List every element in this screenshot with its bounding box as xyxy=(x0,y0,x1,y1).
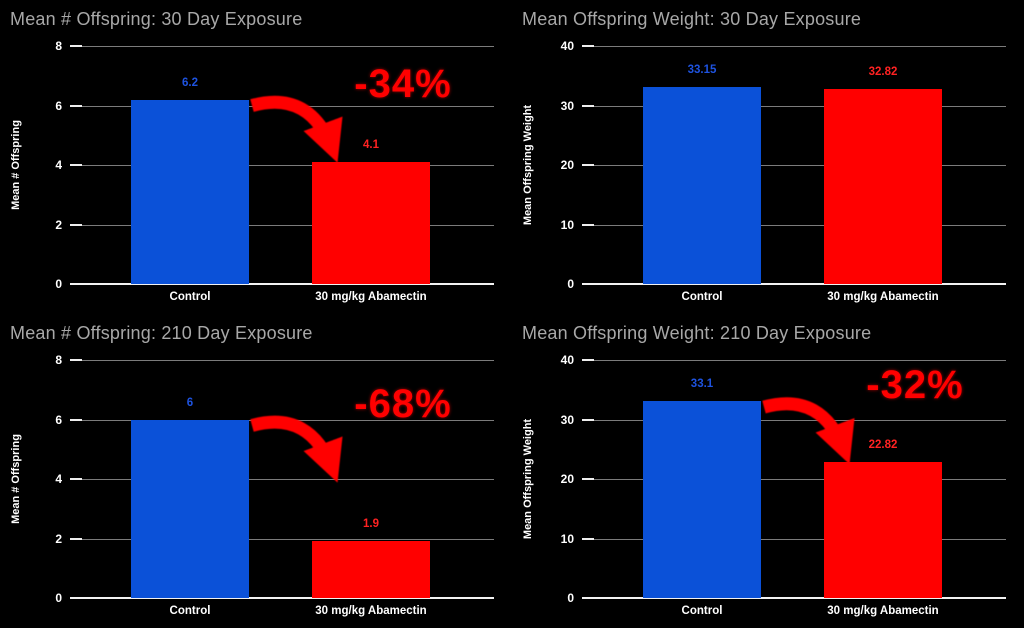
y-tick-label: 0 xyxy=(55,277,62,291)
y-tick-mark xyxy=(582,164,594,166)
y-tick-mark xyxy=(70,164,82,166)
gridline xyxy=(70,479,494,480)
y-tick-mark xyxy=(582,478,594,480)
y-tick-label: 8 xyxy=(55,353,62,367)
y-tick-label: 4 xyxy=(55,472,62,486)
y-tick-label: 0 xyxy=(55,591,62,605)
bar-value-label: 33.15 xyxy=(687,64,717,76)
chart-title: Mean # Offspring: 210 Day Exposure xyxy=(10,323,313,343)
y-tick-mark xyxy=(70,105,82,107)
x-axis-line xyxy=(582,597,1006,599)
y-tick-mark xyxy=(582,105,594,107)
y-tick-label: 20 xyxy=(560,158,574,172)
y-tick-label: 30 xyxy=(560,99,574,113)
gridline xyxy=(582,479,1006,480)
y-tick-label: 0 xyxy=(567,591,574,605)
gridline xyxy=(582,539,1006,540)
gridline xyxy=(70,225,494,226)
x-category-label: Control xyxy=(169,605,211,617)
y-tick-label: 8 xyxy=(55,39,62,53)
decrease-arrow-icon xyxy=(762,397,855,465)
bar-value-label: 22.82 xyxy=(868,439,898,451)
bar-control xyxy=(131,100,249,284)
x-category-label: Control xyxy=(681,605,723,617)
gridline xyxy=(70,46,494,47)
gridline xyxy=(582,106,1006,107)
chart-offspring-weight-30day: Mean Offspring Weight: 30 Day Exposure Me… xyxy=(512,0,1024,314)
decrease-arrow-icon xyxy=(250,415,343,483)
x-category-label: 30 mg/kg Abamectin xyxy=(827,605,939,617)
y-tick-label: 4 xyxy=(55,158,62,172)
y-tick-mark xyxy=(70,419,82,421)
percent-change-label: -34% xyxy=(354,61,452,106)
x-category-label: 30 mg/kg Abamectin xyxy=(827,291,939,303)
x-category-label: Control xyxy=(169,291,211,303)
y-tick-mark xyxy=(70,359,82,361)
x-category-label: Control xyxy=(681,291,723,303)
gridline xyxy=(582,225,1006,226)
decrease-arrow-icon xyxy=(250,95,343,163)
gridline xyxy=(582,46,1006,47)
gridline xyxy=(582,420,1006,421)
y-tick-mark xyxy=(70,45,82,47)
x-axis-line xyxy=(70,597,494,599)
bar-treatment xyxy=(312,162,430,284)
bar-value-label: 4.1 xyxy=(363,139,379,151)
x-axis-line xyxy=(582,283,1006,285)
y-tick-label: 2 xyxy=(55,218,62,232)
chart-title: Mean # Offspring: 30 Day Exposure xyxy=(10,9,303,29)
y-tick-label: 10 xyxy=(560,218,574,232)
y-tick-label: 10 xyxy=(560,532,574,546)
gridline xyxy=(70,360,494,361)
chart-offspring-weight-210day: Mean Offspring Weight: 210 Day Exposure M… xyxy=(512,314,1024,628)
bar-value-label: 33.1 xyxy=(690,378,714,390)
x-axis-line xyxy=(70,283,494,285)
y-tick-mark xyxy=(582,419,594,421)
y-tick-label: 40 xyxy=(560,39,574,53)
y-tick-label: 2 xyxy=(55,532,62,546)
y-tick-mark xyxy=(582,538,594,540)
chart-mean-offspring-30day: Mean # Offspring: 30 Day Exposure Mean # … xyxy=(0,0,512,314)
y-tick-mark xyxy=(582,224,594,226)
bar-control xyxy=(643,87,761,284)
bar-treatment xyxy=(824,89,942,284)
bar-control xyxy=(131,420,249,598)
chart-title: Mean Offspring Weight: 30 Day Exposure xyxy=(522,9,862,29)
y-tick-mark xyxy=(582,45,594,47)
chart-mean-offspring-210day: Mean # Offspring: 210 Day Exposure Mean #… xyxy=(0,314,512,628)
gridline xyxy=(582,165,1006,166)
y-tick-label: 6 xyxy=(55,99,62,113)
percent-change-label: -68% xyxy=(354,381,452,426)
y-tick-mark xyxy=(70,538,82,540)
bar-value-label: 6 xyxy=(186,397,194,409)
y-tick-mark xyxy=(70,478,82,480)
y-tick-mark xyxy=(70,224,82,226)
bar-value-label: 1.9 xyxy=(363,518,379,530)
y-tick-label: 6 xyxy=(55,413,62,427)
gridline xyxy=(70,539,494,540)
y-tick-mark xyxy=(582,359,594,361)
y-tick-label: 40 xyxy=(560,353,574,367)
chart-title: Mean Offspring Weight: 210 Day Exposure xyxy=(522,323,872,343)
bar-treatment xyxy=(824,462,942,598)
y-tick-label: 30 xyxy=(560,413,574,427)
x-category-label: 30 mg/kg Abamectin xyxy=(315,291,427,303)
gridline xyxy=(70,165,494,166)
percent-change-label: -32% xyxy=(866,363,964,408)
gridline xyxy=(582,360,1006,361)
bar-treatment xyxy=(312,541,430,598)
y-tick-label: 20 xyxy=(560,472,574,486)
x-category-label: 30 mg/kg Abamectin xyxy=(315,605,427,617)
bar-value-label: 6.2 xyxy=(182,77,198,89)
y-tick-label: 0 xyxy=(567,277,574,291)
bar-control xyxy=(643,401,761,598)
bar-value-label: 32.82 xyxy=(868,66,898,78)
